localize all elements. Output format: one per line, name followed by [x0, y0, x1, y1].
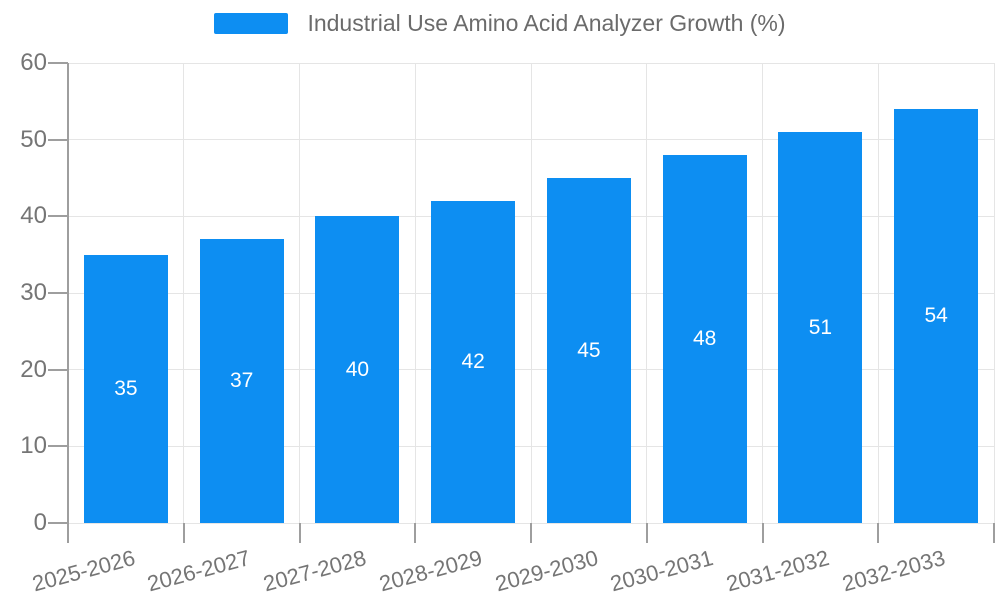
y-axis-tick [48, 138, 68, 141]
bar: 48 [662, 155, 747, 523]
legend-swatch-icon [214, 13, 289, 34]
x-axis-tick [645, 523, 648, 543]
bar-value-label: 35 [114, 376, 138, 400]
x-axis-tick [414, 523, 417, 543]
bar-value-label: 37 [229, 369, 254, 393]
y-axis-label: 20 [20, 355, 47, 383]
v-gridline [183, 63, 185, 523]
x-axis-label: 2027-2028 [260, 545, 369, 597]
x-axis-tick [530, 523, 532, 543]
y-axis-line [67, 63, 69, 543]
y-axis-tick [48, 215, 68, 218]
y-axis-label: 0 [33, 509, 47, 536]
bar-value-label: 42 [461, 350, 485, 373]
bar: 54 [894, 109, 979, 523]
bar: 40 [315, 216, 400, 523]
v-gridline [877, 63, 879, 523]
legend: Industrial Use Amino Acid Analyzer Growt… [0, 10, 1000, 37]
x-axis-tick [761, 523, 764, 543]
y-axis-label: 10 [20, 432, 47, 460]
y-axis-tick [48, 522, 68, 524]
v-gridline [993, 63, 995, 523]
x-axis-tick [877, 523, 880, 543]
x-axis-tick [993, 523, 995, 543]
x-axis-label: 2025-2026 [29, 545, 138, 597]
bar: 45 [546, 178, 631, 523]
y-axis-label: 60 [20, 49, 47, 76]
legend-item[interactable]: Industrial Use Amino Acid Analyzer Growt… [214, 10, 786, 37]
v-gridline [414, 63, 416, 523]
x-axis-label: 2029-2030 [492, 545, 601, 597]
v-gridline [530, 63, 532, 523]
y-axis-tick [48, 445, 68, 448]
bar-value-label: 40 [345, 357, 370, 381]
x-axis-tick [298, 523, 301, 543]
x-axis-label: 2028-2029 [376, 545, 485, 597]
bar-value-label: 45 [577, 338, 601, 362]
y-axis-label: 30 [20, 279, 47, 306]
v-gridline [299, 63, 300, 523]
y-axis-label: 40 [20, 202, 47, 230]
v-gridline [646, 63, 648, 523]
x-axis-label: 2031-2032 [723, 545, 832, 597]
y-axis-label: 50 [20, 125, 47, 153]
x-axis-label: 2030-2031 [607, 545, 717, 597]
x-axis-label: 2026-2027 [144, 545, 254, 597]
bar-value-label: 51 [808, 315, 833, 339]
x-axis-tick [182, 523, 185, 543]
y-axis-tick [48, 62, 68, 64]
x-axis-label: 2032-2033 [839, 545, 948, 597]
legend-label: Industrial Use Amino Acid Analyzer Growt… [307, 10, 786, 36]
y-axis-tick [48, 292, 68, 294]
bar: 51 [778, 132, 863, 523]
bar-value-label: 48 [692, 327, 717, 350]
bar: 42 [431, 201, 516, 523]
v-gridline [762, 63, 763, 523]
bar: 37 [199, 239, 284, 523]
bar-value-label: 54 [924, 304, 948, 327]
y-axis-tick [48, 368, 68, 371]
bar: 35 [83, 254, 168, 523]
